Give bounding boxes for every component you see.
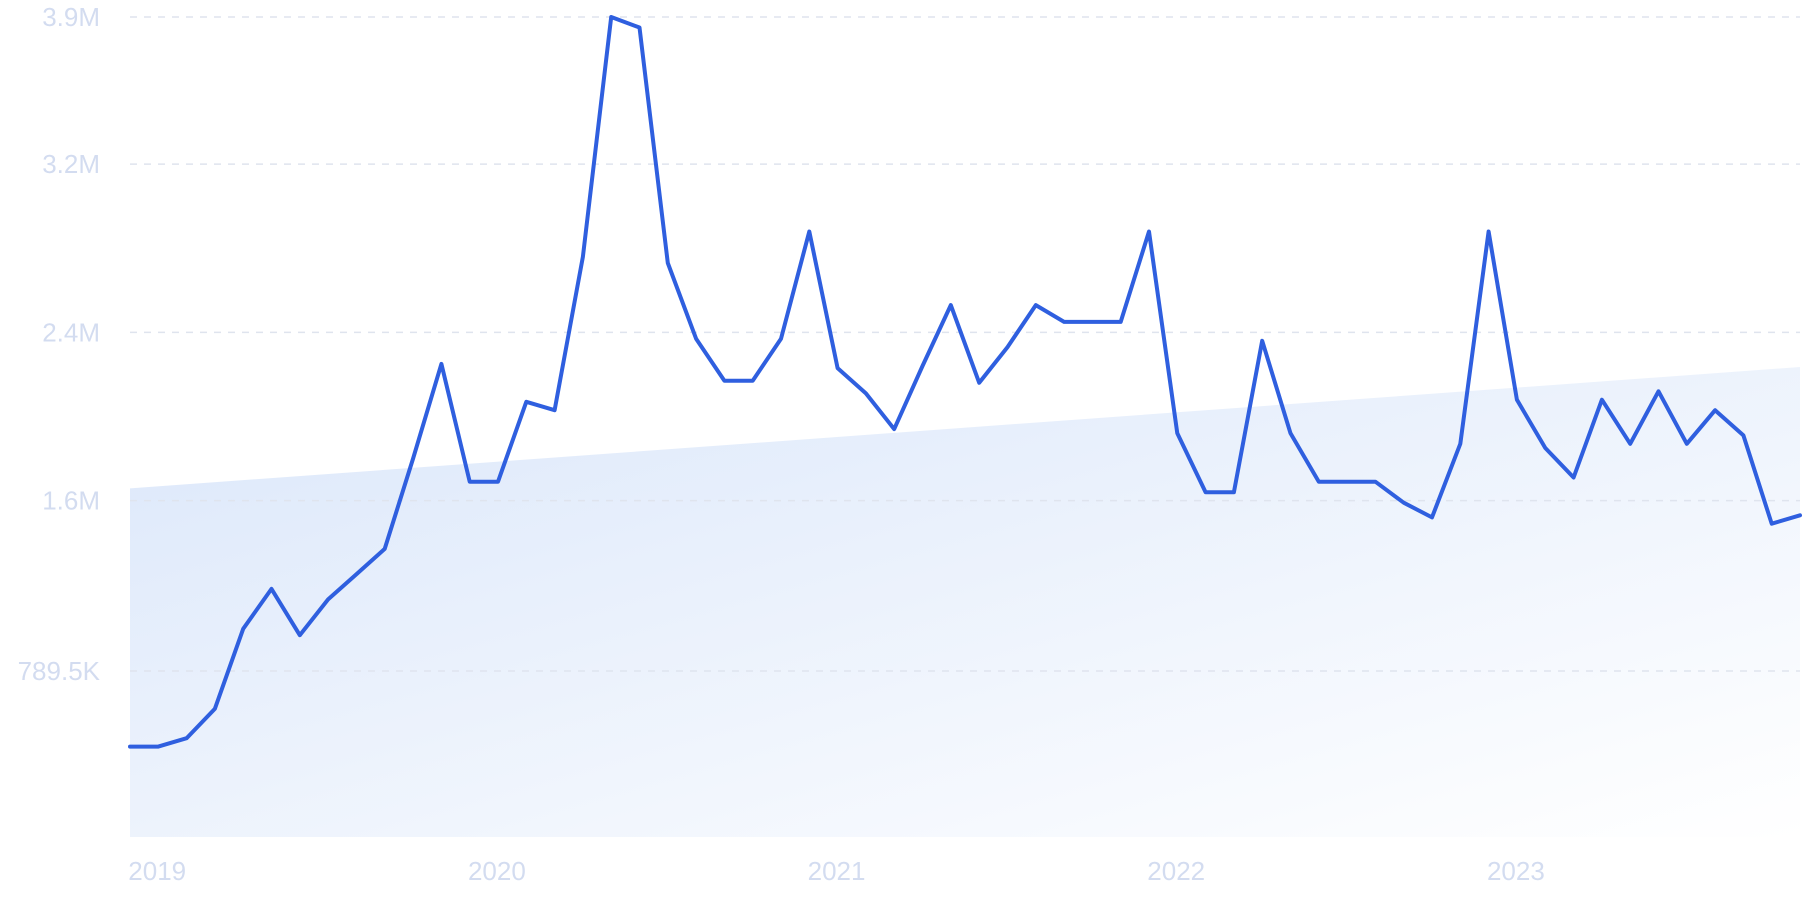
x-axis: 2019 2020 2021 2022 2023 <box>128 856 1544 886</box>
gridlines <box>130 16 1800 672</box>
x-tick-label: 2023 <box>1487 856 1545 886</box>
y-tick-label: 3.2M <box>42 149 100 179</box>
x-tick-label: 2022 <box>1147 856 1205 886</box>
y-tick-label: 1.6M <box>42 486 100 516</box>
x-tick-label: 2020 <box>468 856 526 886</box>
x-tick-label: 2021 <box>808 856 866 886</box>
trend-area <box>130 367 1800 837</box>
series-line <box>128 15 1802 749</box>
y-tick-label: 3.9M <box>42 2 100 32</box>
y-tick-label: 2.4M <box>42 317 100 347</box>
x-tick-label: 2019 <box>128 856 186 886</box>
y-tick-label: 789.5K <box>18 656 101 686</box>
y-axis: 789.5K 1.6M 2.4M 3.2M 3.9M <box>18 2 101 686</box>
